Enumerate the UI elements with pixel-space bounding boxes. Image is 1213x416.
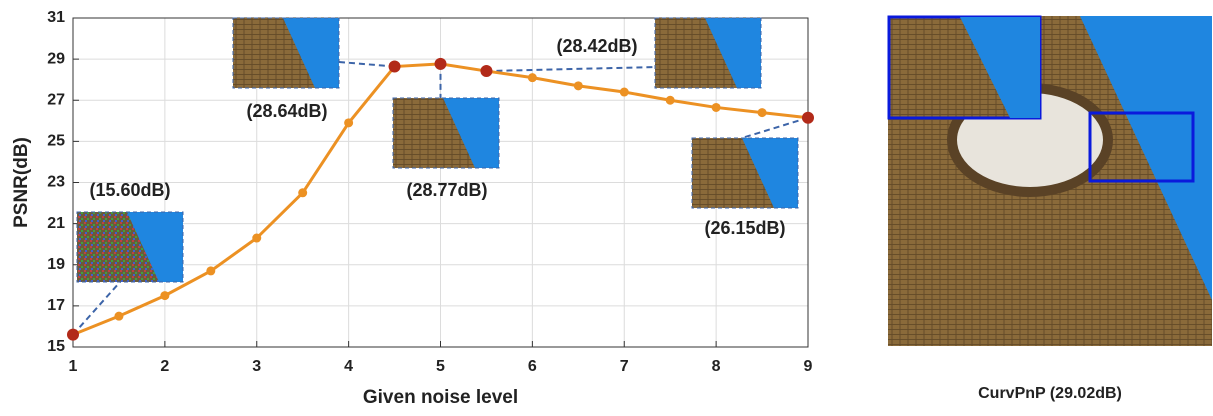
point xyxy=(711,102,721,112)
point xyxy=(527,73,537,83)
caption: CurvPnP (29.02dB) xyxy=(978,385,1122,402)
point xyxy=(160,291,170,301)
point xyxy=(757,108,767,118)
x-tick-label: 8 xyxy=(712,358,721,375)
point xyxy=(206,266,216,276)
y-tick-label: 27 xyxy=(47,91,65,108)
y-tick-label: 29 xyxy=(47,50,65,67)
x-axis-label: Given noise level xyxy=(363,387,518,408)
connector xyxy=(72,281,121,336)
x-tick-label: 2 xyxy=(160,358,169,375)
x-tick-label: 6 xyxy=(528,358,537,375)
inset-border xyxy=(76,211,184,283)
point xyxy=(388,60,401,73)
y-tick-label: 21 xyxy=(47,215,65,232)
point xyxy=(252,233,262,243)
inset-border xyxy=(654,17,762,89)
inset-sky xyxy=(742,138,798,208)
inset-sky xyxy=(127,212,183,282)
inset-border xyxy=(392,97,500,169)
point xyxy=(298,188,308,198)
x-tick-label: 9 xyxy=(804,358,813,375)
x-tick-label: 7 xyxy=(620,358,629,375)
y-tick-label: 23 xyxy=(47,174,65,191)
x-tick-label: 4 xyxy=(344,358,353,375)
y-tick-label: 15 xyxy=(47,338,65,355)
point xyxy=(480,65,493,78)
value-label: (28.42dB) xyxy=(556,36,637,56)
y-tick-label: 19 xyxy=(47,256,65,273)
inset-sky xyxy=(705,18,761,88)
value-label: (26.15dB) xyxy=(704,218,785,238)
connector xyxy=(486,66,656,73)
value-label: (28.64dB) xyxy=(246,101,327,121)
point xyxy=(434,57,447,70)
point xyxy=(114,311,124,321)
y-tick-label: 31 xyxy=(47,9,65,26)
point xyxy=(665,95,675,105)
value-label: (28.77dB) xyxy=(406,180,487,200)
x-tick-label: 3 xyxy=(252,358,261,375)
x-tick-label: 5 xyxy=(436,358,445,375)
point xyxy=(619,87,629,97)
value-label: (15.60dB) xyxy=(89,180,170,200)
inset-border xyxy=(691,137,799,209)
inset-border xyxy=(232,17,340,89)
y-tick-label: 25 xyxy=(47,133,65,150)
connector xyxy=(741,116,809,139)
y-tick-label: 17 xyxy=(47,297,65,314)
point xyxy=(344,118,354,128)
photo xyxy=(887,15,1212,346)
inset-sky xyxy=(283,18,339,88)
inset-sky xyxy=(443,98,499,168)
point xyxy=(67,328,79,341)
y-axis-label: PSNR(dB) xyxy=(11,137,32,228)
x-tick-label: 1 xyxy=(69,358,78,375)
frame xyxy=(72,17,809,348)
point xyxy=(573,81,583,91)
point xyxy=(802,111,814,124)
